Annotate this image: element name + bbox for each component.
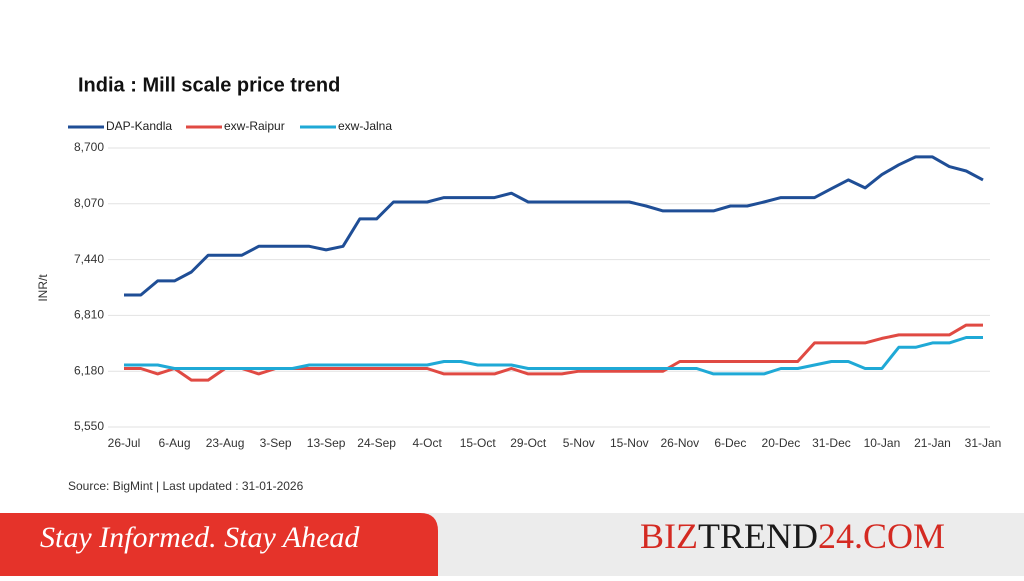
x-tick-label: 31-Dec [812,436,851,450]
x-tick-label: 20-Dec [762,436,801,450]
y-tick-label: 7,440 [74,252,104,266]
x-tick-label: 29-Oct [510,436,547,450]
y-tick-label: 6,180 [74,363,104,377]
x-tick-label: 6-Aug [159,436,191,450]
x-tick-label: 15-Oct [460,436,497,450]
series-line [124,323,983,382]
banner-ribbon [0,513,438,576]
legend-label: DAP-Kandla [106,119,172,133]
chart-title: India : Mill scale price trend [78,74,340,96]
source-note: Source: BigMint | Last updated : 31-01-2… [68,479,304,493]
brand-part: BIZ [640,516,698,556]
x-tick-label: 26-Jul [108,436,141,450]
y-tick-label: 6,810 [74,308,104,322]
y-tick-label: 8,700 [74,140,104,154]
x-tick-label: 31-Jan [965,436,1002,450]
x-tick-label: 4-Oct [413,436,443,450]
x-tick-label: 24-Sep [357,436,396,450]
x-tick-label: 23-Aug [206,436,245,450]
x-tick-label: 3-Sep [260,436,292,450]
series-line [124,336,983,376]
brand: BIZTREND24.COM [640,516,945,556]
y-axis-label: INR/t [36,274,50,302]
brand-part: TREND [698,516,818,556]
y-tick-label: 8,070 [74,196,104,210]
brand-part: 24.COM [818,516,945,556]
legend-label: exw-Raipur [224,119,285,133]
x-tick-label: 5-Nov [563,436,595,450]
legend-label: exw-Jalna [338,119,392,133]
x-tick-label: 13-Sep [307,436,346,450]
x-tick-label: 10-Jan [864,436,901,450]
x-tick-label: 15-Nov [610,436,649,450]
x-tick-label: 6-Dec [714,436,746,450]
x-tick-label: 21-Jan [914,436,951,450]
y-tick-label: 5,550 [74,419,104,433]
x-tick-label: 26-Nov [660,436,699,450]
series-line [124,155,984,297]
tagline: Stay Informed. Stay Ahead [40,521,360,554]
